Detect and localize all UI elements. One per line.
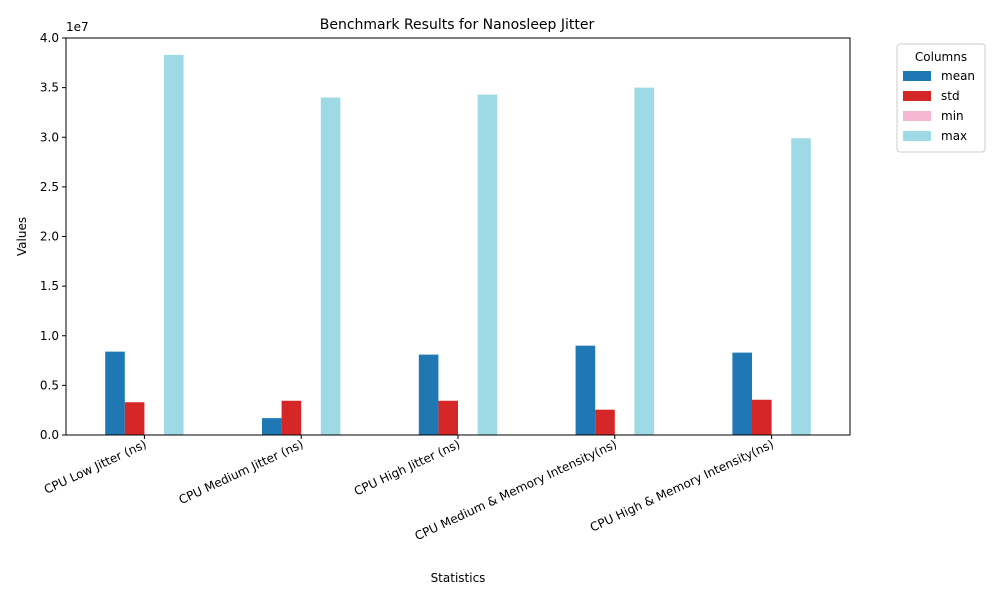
y-tick-label: 1.0 — [40, 329, 59, 343]
bar-mean — [262, 418, 282, 435]
bar-mean — [105, 351, 125, 435]
x-tick-label: CPU High Jitter (ns) — [352, 437, 462, 498]
y-axis-label: Values — [15, 217, 29, 256]
bar-std — [124, 402, 145, 435]
chart-title: Benchmark Results for Nanosleep Jitter — [320, 17, 595, 33]
x-axis-label: Statistics — [431, 571, 486, 585]
y-tick-label: 2.5 — [40, 180, 59, 194]
legend-swatch-mean — [903, 71, 931, 81]
y-tick-label: 1.5 — [40, 279, 59, 293]
legend: Columns mean std min max — [896, 43, 986, 153]
bar-max — [477, 94, 498, 435]
bar-std — [595, 409, 615, 435]
bar-max — [634, 87, 654, 435]
bar-max — [320, 97, 341, 436]
bar-mean — [732, 352, 752, 435]
bar-max — [791, 138, 811, 435]
y-tick-label: 3.0 — [40, 130, 59, 144]
y-tick-label: 4.0 — [40, 31, 59, 45]
legend-swatch-min — [903, 111, 931, 121]
x-tick-label: CPU Medium Jitter (ns) — [177, 437, 306, 507]
bar-mean — [575, 345, 596, 435]
y-tick-label: 2.0 — [40, 230, 59, 244]
legend-label-std: std — [941, 89, 960, 103]
plot-area — [105, 54, 811, 436]
bar-std — [438, 400, 458, 435]
y-tick-label: 3.5 — [40, 81, 59, 95]
x-tick-label: CPU High & Memory Intensity(ns) — [588, 437, 776, 535]
legend-label-mean: mean — [941, 69, 975, 83]
bar-max — [164, 54, 184, 436]
y-scale-label: 1e7 — [66, 20, 89, 34]
y-tick-label: 0.0 — [40, 428, 59, 442]
legend-swatch-max — [903, 131, 931, 141]
bar-mean — [418, 354, 439, 435]
legend-swatch-std — [903, 91, 931, 101]
legend-label-max: max — [941, 129, 967, 143]
bar-std — [281, 400, 302, 435]
bar-std — [752, 399, 772, 435]
x-tick-label: CPU Low Jitter (ns) — [42, 437, 149, 497]
y-tick-label: 0.5 — [40, 378, 59, 392]
legend-title: Columns — [915, 50, 967, 64]
legend-label-min: min — [941, 109, 964, 123]
